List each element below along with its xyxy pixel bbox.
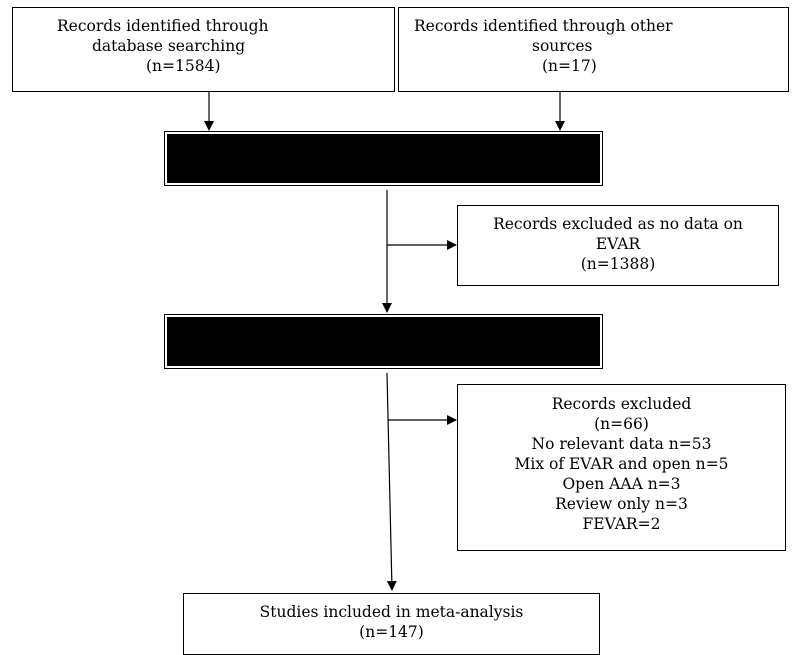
excluded-evar-line1: Records excluded as no data on	[493, 215, 743, 233]
arrow-bar2-to-included	[386, 372, 397, 591]
box-excluded-no-evar: Records excluded as no data on EVAR (n=1…	[457, 205, 779, 286]
excluded-evar-line2: EVAR	[595, 235, 641, 253]
box-database-searching: Records identified through database sear…	[12, 7, 395, 92]
included-line1: Studies included in meta-analysis	[259, 603, 524, 621]
db-search-line3: (n=1584)	[146, 57, 221, 75]
redacted-bar-eligibility	[164, 314, 603, 369]
other-sources-line1: Records identified through other	[414, 17, 673, 35]
box-studies-included: Studies included in meta-analysis (n=147…	[183, 593, 600, 655]
box-other-sources: Records identified through other sources…	[398, 7, 789, 92]
db-search-line2: database searching	[92, 37, 246, 55]
db-search-line1: Records identified through	[57, 17, 269, 35]
other-sources-line3: (n=17)	[542, 57, 597, 75]
excluded-reasons-line2: (n=66)	[594, 415, 649, 433]
excluded-reasons-line7: FEVAR=2	[582, 515, 661, 533]
excluded-evar-line3: (n=1388)	[580, 255, 656, 273]
excluded-reasons-line6: Review only n=3	[555, 495, 688, 513]
excluded-reasons-line1: Records excluded	[551, 395, 692, 413]
redacted-bar-screening	[164, 131, 603, 186]
excluded-reasons-line4: Mix of EVAR and open n=5	[514, 455, 729, 473]
included-line2: (n=147)	[359, 623, 424, 641]
box-excluded-reasons: Records excluded (n=66) No relevant data…	[457, 384, 786, 551]
excluded-reasons-line5: Open AAA n=3	[562, 475, 681, 493]
excluded-reasons-line3: No relevant data n=53	[531, 435, 712, 453]
other-sources-line2: sources	[532, 37, 593, 55]
